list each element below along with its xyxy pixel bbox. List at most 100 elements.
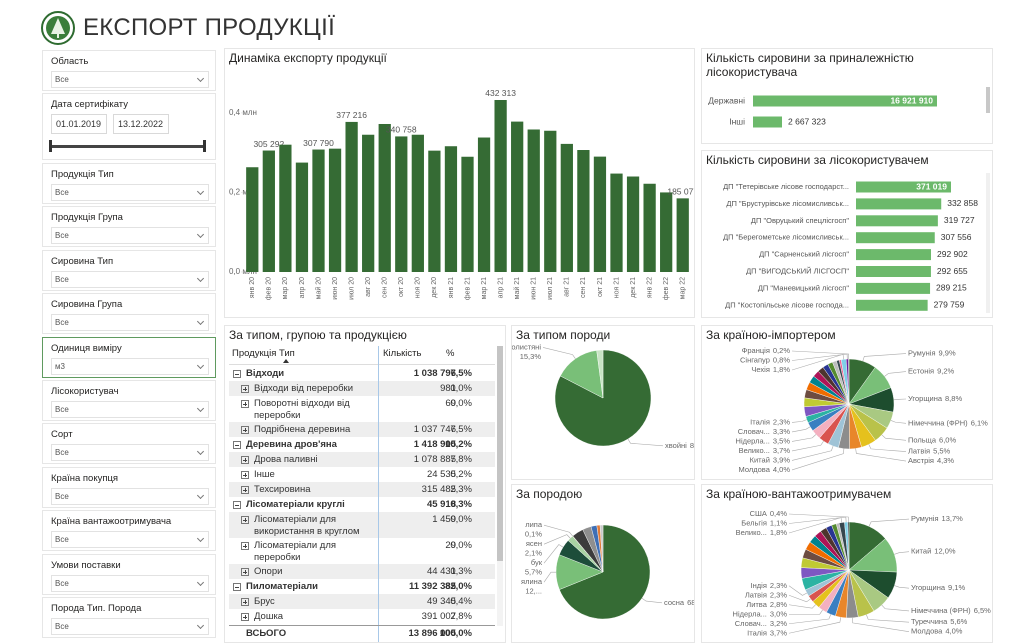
pie-label-value: 5,5% — [933, 447, 950, 456]
pie-label-value: 2,3% — [770, 590, 787, 599]
slicer-dropdown[interactable]: м3 — [51, 357, 209, 375]
expand-icon[interactable] — [241, 486, 249, 494]
expand-icon[interactable] — [233, 370, 241, 378]
row-qty: 11 392 385 — [408, 581, 456, 592]
pie-label-name: Словач... — [738, 427, 770, 436]
pie-label-name: Бельгія — [741, 518, 767, 527]
leader-line — [791, 445, 834, 461]
pie-label: липа 0,1% — [525, 520, 543, 539]
row-pct: 0,0% — [450, 383, 472, 394]
slicer-dropdown[interactable]: Все — [51, 531, 209, 549]
chart-title: За країною-імпортером — [706, 328, 836, 342]
pie-slice — [848, 358, 850, 405]
expand-icon[interactable] — [241, 400, 249, 408]
slicer-dropdown[interactable]: Все — [51, 227, 209, 245]
slicer-label: Сорт — [51, 429, 73, 441]
slicer-dropdown[interactable]: Все — [51, 574, 209, 592]
bar — [544, 130, 557, 272]
column-header[interactable]: Продукція Тип — [232, 348, 295, 359]
category-label: ДП "Костопільське лісове господа... — [725, 300, 849, 309]
column-header[interactable]: % — [446, 348, 455, 359]
slicer-dropdown[interactable]: Все — [51, 184, 209, 201]
pie-label: Німеччина (ФРН) 6,1% — [908, 418, 988, 427]
bar — [856, 181, 951, 193]
pie-label-name: Молдова — [911, 627, 943, 636]
filter-pane: Область Все Дата сертифікату 01.01.2019 13.1… — [42, 48, 218, 643]
date-slider-handle[interactable] — [203, 140, 206, 152]
slicer-dropdown[interactable]: Все — [51, 487, 209, 505]
chart: Державні 16 921 910 Інші 2 667 323 — [708, 87, 990, 128]
pie-label: ялина 12,... — [521, 577, 543, 596]
expand-icon[interactable] — [241, 426, 249, 434]
pie-panel: За країною-імпортером Румунія 9,9% Естонія… — [701, 325, 993, 480]
pie-label-name: Туреччина — [911, 617, 948, 626]
row-name: Техсировина — [254, 484, 311, 495]
leader-line — [788, 516, 847, 524]
data-label: 377 216 — [336, 110, 367, 120]
slicer-dropdown[interactable]: Все — [51, 314, 209, 332]
scrollbar — [986, 173, 990, 313]
slicer-dropdown[interactable]: Все — [51, 618, 209, 635]
leader-line — [788, 517, 843, 534]
pie-label-name: Румунія — [911, 514, 939, 523]
x-tick-label: июл 21 — [547, 277, 554, 300]
bar — [856, 249, 931, 261]
bar — [428, 150, 441, 272]
pie-label-value: 3,0% — [770, 609, 787, 618]
leader-line — [543, 524, 573, 537]
row-pct: 7,5% — [450, 368, 472, 379]
row-qty: 1 038 796 — [413, 368, 456, 379]
expand-icon[interactable] — [241, 542, 249, 550]
bar — [753, 95, 937, 107]
expand-icon[interactable] — [241, 598, 249, 606]
pie-label: Франція 0,2% — [742, 346, 791, 355]
row-name: Поворотні відходи від переробки — [254, 398, 350, 421]
expand-icon[interactable] — [241, 613, 249, 621]
data-label: 319 727 — [944, 215, 975, 225]
pie-label-value: 12,0% — [934, 547, 956, 556]
scrollbar-thumb[interactable] — [497, 346, 503, 561]
chart: ДП "Тетерівське лісове господарст... 371 … — [723, 173, 990, 313]
expand-icon[interactable] — [233, 583, 241, 591]
row-pct: 0,2% — [450, 469, 472, 480]
data-label: 292 655 — [937, 266, 968, 276]
pie-label-name: Велико... — [736, 528, 767, 537]
x-tick-label: фев 22 — [663, 277, 670, 300]
bar — [444, 146, 458, 272]
leader-line — [788, 604, 816, 609]
date-slider-handle[interactable] — [49, 140, 52, 152]
pie-label: Китай 3,9% — [750, 455, 791, 464]
slicer-dropdown[interactable]: Все — [51, 401, 209, 418]
column-header[interactable]: Кількість — [383, 348, 422, 359]
expand-icon[interactable] — [241, 516, 249, 524]
expand-icon[interactable] — [241, 568, 249, 576]
column-indicator — [378, 346, 379, 642]
x-tick-label: авг 21 — [564, 277, 571, 297]
leader-line — [884, 371, 907, 377]
slicer-dropdown[interactable]: Все — [51, 71, 209, 88]
expand-icon[interactable] — [241, 471, 249, 479]
row-name: Відходи від переробки — [254, 383, 354, 394]
pie-label-value: 2,1% — [525, 549, 542, 558]
date-from[interactable]: 01.01.2019 — [51, 114, 107, 134]
date-to[interactable]: 13.12.2022 — [113, 114, 169, 134]
expand-icon[interactable] — [233, 501, 241, 509]
row-pct: 0,0% — [450, 398, 472, 409]
child-row: Техсировина 315 485 2,3% — [229, 482, 495, 497]
slicer-dropdown[interactable]: Все — [51, 270, 209, 288]
expand-icon[interactable] — [241, 456, 249, 464]
expand-icon[interactable] — [241, 385, 249, 393]
slicer: Продукція Тип Все — [42, 163, 216, 204]
pie-label: Молдова 4,0% — [739, 465, 791, 474]
bar — [753, 116, 783, 128]
slicer-dropdown[interactable]: Все — [51, 444, 209, 462]
pie-label-value: 9,1% — [948, 583, 965, 592]
x-tick-label: мар 22 — [680, 277, 687, 299]
row-qty: 24 535 — [426, 469, 456, 480]
pie-label-value: 3,3% — [773, 427, 790, 436]
row-qty: 315 485 — [421, 484, 456, 495]
pie-label-name: твердолистяні — [512, 342, 541, 351]
page-title: ЕКСПОРТ ПРОДУКЦІЇ — [83, 14, 336, 41]
expand-icon[interactable] — [233, 441, 241, 449]
leader-line — [543, 571, 557, 583]
